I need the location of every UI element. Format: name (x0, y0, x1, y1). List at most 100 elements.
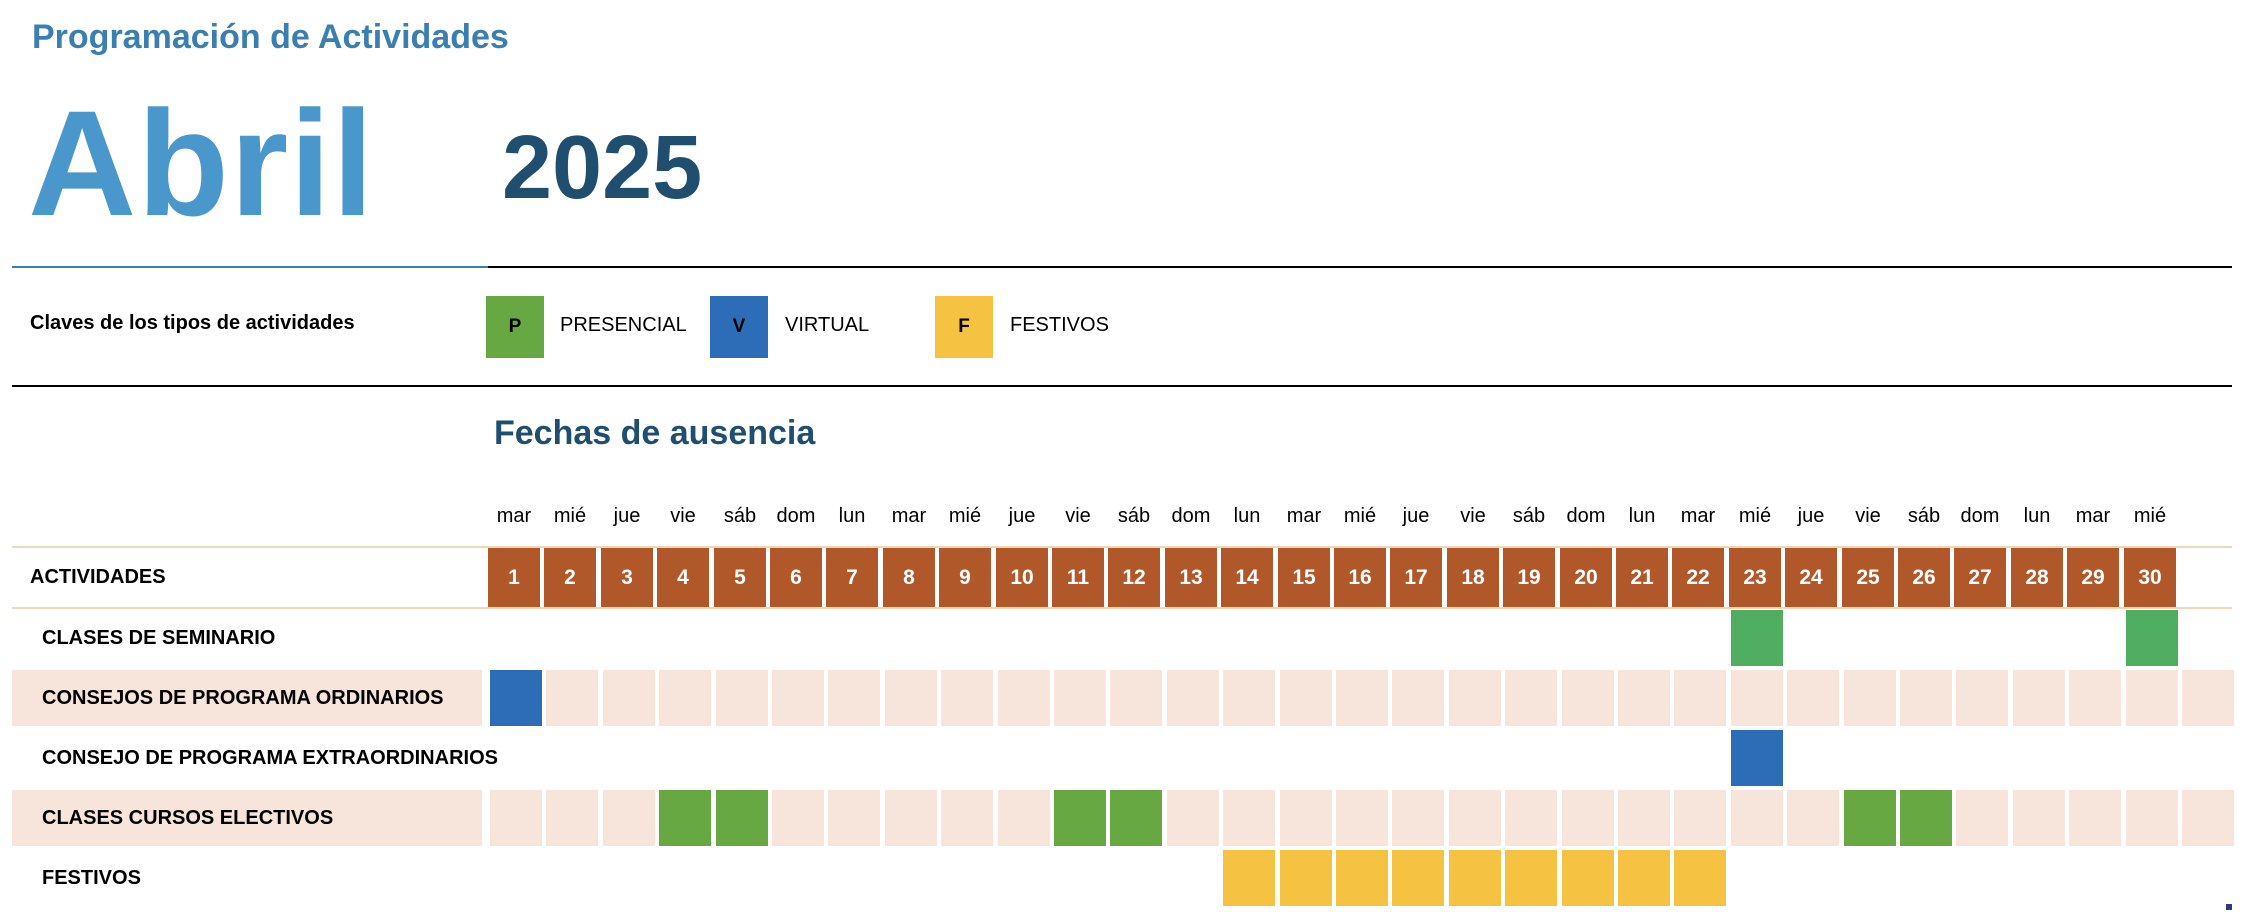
day-number-1[interactable]: 1 (488, 548, 540, 608)
day-number-16[interactable]: 16 (1334, 548, 1386, 608)
activity-cell[interactable] (1054, 670, 1106, 726)
resize-handle-icon[interactable] (2226, 904, 2232, 910)
day-number-13[interactable]: 13 (1165, 548, 1217, 608)
day-number-11[interactable]: 11 (1052, 548, 1104, 608)
activity-cell[interactable] (885, 790, 937, 846)
activity-cell[interactable] (1674, 790, 1726, 846)
day-number-17[interactable]: 17 (1390, 548, 1442, 608)
activity-cell[interactable] (828, 790, 880, 846)
activity-cell[interactable] (1618, 790, 1670, 846)
activity-cell[interactable] (2126, 670, 2178, 726)
activity-cell[interactable] (490, 790, 542, 846)
activity-cell[interactable] (1505, 790, 1557, 846)
activity-cell[interactable] (772, 790, 824, 846)
activity-cell[interactable] (998, 790, 1050, 846)
day-number-27[interactable]: 27 (1954, 548, 2006, 608)
day-number-7[interactable]: 7 (826, 548, 878, 608)
activity-cell[interactable] (1618, 670, 1670, 726)
activity-cell-marked[interactable] (1223, 850, 1275, 906)
activity-cell[interactable] (1562, 790, 1614, 846)
activity-cell[interactable] (1731, 790, 1783, 846)
activity-cell[interactable] (1956, 670, 2008, 726)
day-number-26[interactable]: 26 (1898, 548, 1950, 608)
activity-cell[interactable] (941, 790, 993, 846)
activity-cell-marked[interactable] (1449, 850, 1501, 906)
activity-cell[interactable] (1223, 670, 1275, 726)
activity-cell[interactable] (2182, 670, 2234, 726)
day-number-22[interactable]: 22 (1672, 548, 1724, 608)
activity-cell[interactable] (885, 670, 937, 726)
day-number-10[interactable]: 10 (996, 548, 1048, 608)
activity-cell-marked[interactable] (1336, 850, 1388, 906)
day-number-2[interactable]: 2 (544, 548, 596, 608)
activity-cell[interactable] (1280, 670, 1332, 726)
activity-cell[interactable] (828, 670, 880, 726)
activity-cell[interactable] (2069, 670, 2121, 726)
activity-cell-marked[interactable] (2126, 610, 2178, 666)
activity-cell[interactable] (2182, 790, 2234, 846)
day-number-19[interactable]: 19 (1503, 548, 1555, 608)
day-number-6[interactable]: 6 (770, 548, 822, 608)
activity-cell[interactable] (2069, 790, 2121, 846)
activity-cell[interactable] (1280, 790, 1332, 846)
day-number-14[interactable]: 14 (1221, 548, 1273, 608)
activity-cell[interactable] (1731, 670, 1783, 726)
activity-cell-marked[interactable] (490, 670, 542, 726)
activity-cell-marked[interactable] (1505, 850, 1557, 906)
day-number-29[interactable]: 29 (2067, 548, 2119, 608)
day-number-20[interactable]: 20 (1560, 548, 1612, 608)
day-number-21[interactable]: 21 (1616, 548, 1668, 608)
activity-cell[interactable] (1392, 670, 1444, 726)
activity-cell[interactable] (2013, 670, 2065, 726)
activity-cell-marked[interactable] (1674, 850, 1726, 906)
activity-cell[interactable] (1110, 670, 1162, 726)
activity-cell[interactable] (941, 670, 993, 726)
activity-cell-marked[interactable] (1562, 850, 1614, 906)
activity-cell[interactable] (1505, 670, 1557, 726)
activity-cell[interactable] (546, 670, 598, 726)
activity-cell[interactable] (1956, 790, 2008, 846)
day-number-28[interactable]: 28 (2011, 548, 2063, 608)
day-number-30[interactable]: 30 (2124, 548, 2176, 608)
activity-cell[interactable] (1449, 670, 1501, 726)
activity-cell-marked[interactable] (716, 790, 768, 846)
day-number-12[interactable]: 12 (1108, 548, 1160, 608)
activity-cell-marked[interactable] (659, 790, 711, 846)
activity-cell[interactable] (603, 790, 655, 846)
activity-cell[interactable] (1167, 790, 1219, 846)
activity-cell-marked[interactable] (1844, 790, 1896, 846)
activity-cell[interactable] (998, 670, 1050, 726)
activity-cell[interactable] (772, 670, 824, 726)
activity-cell[interactable] (659, 670, 711, 726)
activity-cell[interactable] (1336, 790, 1388, 846)
activity-cell[interactable] (1787, 670, 1839, 726)
activity-cell[interactable] (2013, 790, 2065, 846)
activity-cell-marked[interactable] (1280, 850, 1332, 906)
activity-cell-marked[interactable] (1618, 850, 1670, 906)
day-number-3[interactable]: 3 (601, 548, 653, 608)
activity-cell-marked[interactable] (1392, 850, 1444, 906)
activity-cell[interactable] (546, 790, 598, 846)
activity-cell[interactable] (1844, 670, 1896, 726)
activity-cell[interactable] (1449, 790, 1501, 846)
activity-cell[interactable] (603, 670, 655, 726)
activity-cell-marked[interactable] (1110, 790, 1162, 846)
activity-cell-marked[interactable] (1731, 610, 1783, 666)
day-number-9[interactable]: 9 (939, 548, 991, 608)
activity-cell[interactable] (1674, 670, 1726, 726)
day-number-8[interactable]: 8 (883, 548, 935, 608)
activity-cell[interactable] (1223, 790, 1275, 846)
activity-cell-marked[interactable] (1731, 730, 1783, 786)
activity-cell[interactable] (1392, 790, 1444, 846)
activity-cell[interactable] (1900, 670, 1952, 726)
day-number-4[interactable]: 4 (657, 548, 709, 608)
activity-cell[interactable] (716, 670, 768, 726)
day-number-18[interactable]: 18 (1447, 548, 1499, 608)
day-number-23[interactable]: 23 (1729, 548, 1781, 608)
activity-cell[interactable] (2126, 790, 2178, 846)
day-number-24[interactable]: 24 (1785, 548, 1837, 608)
day-number-15[interactable]: 15 (1278, 548, 1330, 608)
activity-cell[interactable] (1787, 790, 1839, 846)
activity-cell[interactable] (1167, 670, 1219, 726)
activity-cell[interactable] (1336, 670, 1388, 726)
